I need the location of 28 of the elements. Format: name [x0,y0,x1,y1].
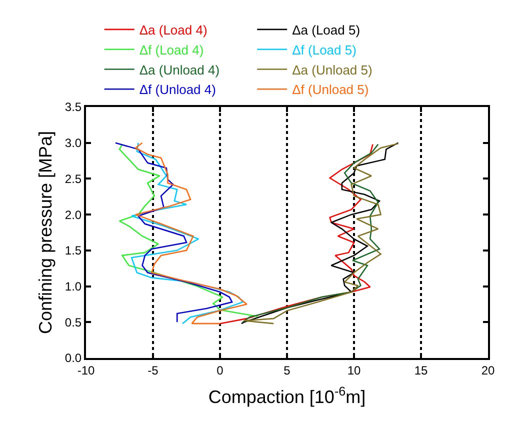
x-tick-label: 15 [414,363,428,378]
legend-label: Δf (Unload 4) [139,82,216,98]
y-tick-label: 0.0 [64,351,82,366]
x-tick-label: -10 [77,363,95,378]
legend-label: Δf (Unload 5) [292,82,369,98]
line-series [114,142,233,323]
x-axis-title: Compaction [10$^{-6}$m] [208,384,366,407]
y-tick-label: 0.5 [64,315,82,330]
y-tick-label: 2.0 [64,208,82,222]
legend-label: Δa (Unload 4) [139,62,220,78]
x-tick-label: 20 [481,363,495,378]
y-tick-label: 1.0 [64,279,82,294]
legend-label: Δf (Load 4) [139,42,204,58]
legend-label: Δf (Load 5) [292,42,356,58]
y-axis-title: Confining pressure [MPa] [36,130,56,334]
y-tick-label: 1.5 [64,244,82,258]
x-tick-label: -5 [148,363,159,378]
x-tick-label: 5 [284,363,291,378]
x-tick-label: 10 [347,363,361,378]
y-tick-label: 3.0 [64,136,82,150]
line-series [219,144,374,324]
x-tick-label: 0 [216,363,224,378]
legend-label: Δa (Unload 5) [292,62,372,78]
y-tick-label: 3.5 [64,100,82,114]
legend-label: Δa (Load 4) [139,22,208,38]
line-series [118,144,258,318]
y-tick-label: 2.5 [64,172,82,186]
legend-label: Δa (Load 5) [292,22,360,38]
